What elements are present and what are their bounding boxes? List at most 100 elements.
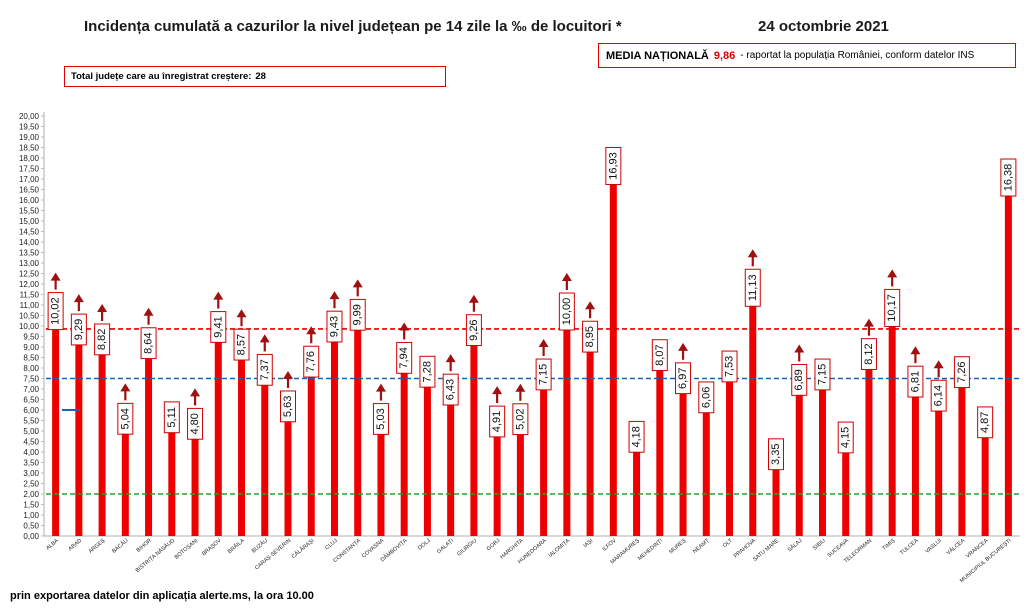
bar [749, 302, 757, 536]
y-tick-label: 17,00 [19, 175, 40, 184]
value-label-box [558, 292, 575, 331]
y-tick-label: 16,50 [19, 186, 40, 195]
value-label-box [721, 350, 738, 383]
x-tick-label: ARAD [68, 538, 84, 552]
national-average-note: - raportat la populația României, confor… [740, 50, 975, 61]
y-tick-label: 4,00 [23, 448, 39, 457]
y-tick-label: 19,50 [19, 123, 40, 132]
y-tick-label: 1,50 [23, 501, 39, 510]
x-tick-label: NEAMȚ [692, 538, 711, 555]
value-label-box [117, 402, 134, 435]
value-label: 7,76 [305, 351, 317, 372]
y-tick-label: 16,00 [19, 196, 40, 205]
y-tick-label: 5,00 [23, 427, 39, 436]
increase-arrow-head [306, 326, 317, 335]
bar [679, 389, 687, 536]
bar [377, 430, 385, 536]
value-label-box [233, 328, 250, 361]
x-tick-label: BRAȘOV [201, 538, 223, 558]
value-label: 7,94 [398, 347, 410, 368]
increase-arrow-head [73, 294, 84, 303]
x-tick-label: GIURGIU [456, 538, 478, 558]
value-label-box [582, 320, 599, 353]
y-tick-label: 11,50 [20, 291, 40, 300]
increase-arrow-head [561, 273, 572, 281]
increase-arrow-head [678, 342, 689, 351]
value-label-box [372, 403, 389, 435]
value-label: 9,41 [212, 316, 224, 337]
increase-arrow-head [515, 383, 526, 392]
bar [238, 356, 246, 536]
value-label-box [396, 341, 413, 374]
increase-arrow-head [794, 344, 805, 353]
value-label-box [210, 311, 227, 343]
chart-date: 24 octombrie 2021 [758, 18, 889, 35]
value-label-box [535, 358, 552, 391]
increase-arrow-head [143, 307, 154, 316]
x-tick-label: DOLJ [417, 538, 432, 552]
value-label: 8,64 [143, 332, 155, 353]
value-label-box [47, 292, 64, 331]
value-label-box [419, 355, 436, 388]
x-tick-label: GALAȚI [436, 538, 455, 555]
increase-arrow-head [585, 301, 596, 310]
x-tick-label: SĂLAJ [786, 537, 804, 553]
value-label-box [1000, 158, 1017, 197]
value-label: 6,81 [909, 371, 921, 392]
value-label: 7,15 [816, 364, 828, 385]
value-label: 9,43 [328, 316, 340, 337]
value-label: 6,89 [793, 369, 805, 390]
bar [911, 392, 919, 536]
value-label-box [651, 339, 668, 372]
bar [935, 407, 943, 536]
value-label: 9,99 [352, 304, 364, 325]
y-tick-label: 17,50 [19, 165, 40, 174]
x-tick-label: GORJ [486, 538, 502, 553]
x-tick-label: VASLUI [924, 538, 943, 555]
bar [726, 377, 734, 536]
increase-arrow-head [887, 269, 898, 278]
y-tick-label: 18,00 [19, 154, 40, 163]
y-tick-label: 12,00 [19, 280, 40, 289]
value-label: 16,38 [1002, 164, 1014, 192]
y-tick-label: 7,00 [23, 385, 39, 394]
x-tick-label: ALBA [45, 538, 60, 552]
increase-arrow-head [747, 249, 758, 258]
value-label: 3,35 [770, 444, 782, 465]
value-label: 4,91 [491, 411, 503, 432]
value-label-box [744, 268, 761, 307]
y-tick-label: 3,00 [23, 469, 39, 478]
value-label: 7,53 [724, 356, 736, 377]
bar [981, 433, 989, 536]
y-tick-label: 15,00 [19, 217, 40, 226]
value-label-box [465, 314, 482, 347]
value-label: 6,97 [677, 368, 689, 389]
value-label: 8,82 [96, 329, 108, 350]
value-label-box [303, 345, 320, 378]
bar [214, 338, 222, 536]
bar [702, 408, 710, 536]
increase-arrow-head [863, 318, 874, 327]
national-average-label: MEDIA NAȚIONALĂ [606, 49, 709, 62]
x-tick-label: BACĂU [111, 537, 130, 555]
increase-arrow-head [910, 346, 921, 355]
x-tick-label: OLT [722, 538, 734, 550]
y-tick-label: 9,50 [23, 333, 39, 342]
x-tick-label: IALOMIȚA [548, 538, 572, 559]
y-tick-label: 11,00 [20, 301, 40, 310]
value-label-box [884, 288, 901, 327]
value-label: 5,02 [514, 408, 526, 429]
bar [563, 326, 571, 536]
value-label-box [187, 407, 204, 440]
y-tick-label: 9,00 [23, 343, 39, 352]
value-label: 7,28 [421, 361, 433, 382]
y-tick-label: 7,50 [23, 375, 39, 384]
bar [307, 373, 315, 536]
increase-arrow-head [259, 334, 270, 343]
y-tick-label: 10,00 [19, 322, 40, 331]
y-tick-label: 2,00 [23, 490, 39, 499]
chart-title: Incidența cumulată a cazurilor la nivel … [84, 18, 622, 35]
bar [284, 417, 292, 536]
value-label: 10,00 [561, 298, 573, 326]
value-label: 8,95 [584, 326, 596, 347]
